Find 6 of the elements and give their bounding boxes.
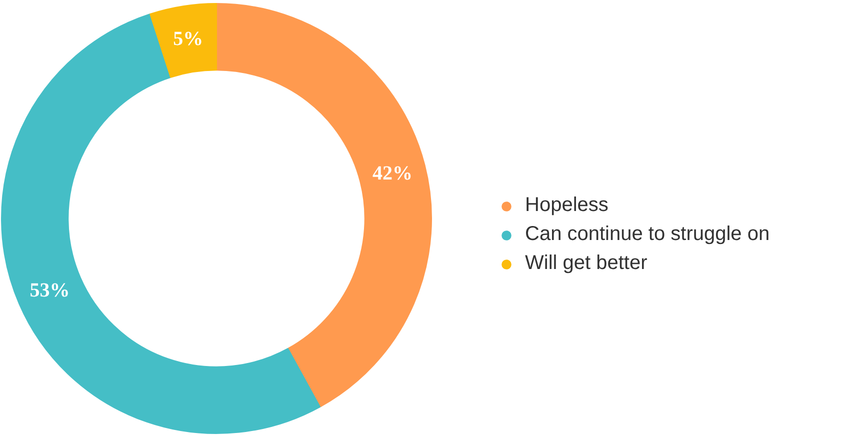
- data-label: 5%: [173, 28, 204, 50]
- data-label: 53%: [30, 280, 70, 302]
- data-label: 42%: [372, 162, 412, 184]
- legend-label: Hopeless: [525, 194, 608, 217]
- legend-label: Can continue to struggle on: [525, 223, 770, 246]
- legend-label: Will get better: [525, 252, 648, 275]
